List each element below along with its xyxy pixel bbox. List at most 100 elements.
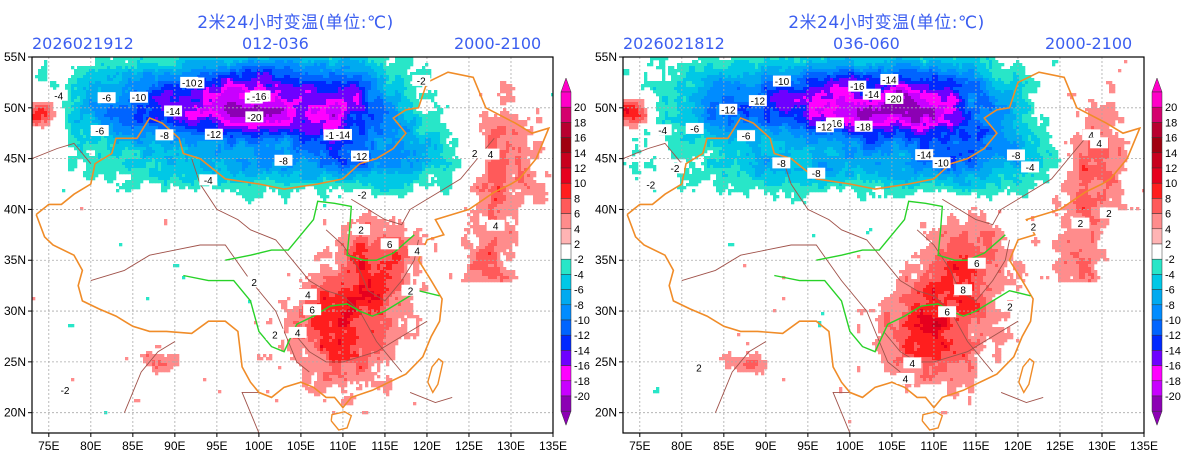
colorbar-segment	[1151, 213, 1163, 230]
colorbar-segment	[560, 106, 572, 123]
lon-tick-label: 85E	[122, 439, 143, 453]
lon-tick-label: 120E	[1004, 439, 1032, 453]
contour-label: -14	[166, 107, 181, 118]
lon-tick-label: 100E	[245, 439, 273, 453]
colorbar-segment	[1151, 274, 1163, 290]
colorbar-label: -20	[1165, 391, 1181, 403]
contour-label: -6	[742, 132, 751, 143]
map-frame	[622, 56, 1145, 434]
contour-label-bg	[49, 89, 68, 101]
contour-label-bg	[1024, 221, 1043, 233]
colorbar-segment	[560, 274, 572, 290]
colorbar-label: -12	[574, 330, 590, 342]
yellow-river	[225, 200, 415, 261]
colorbar-segment	[1151, 395, 1163, 412]
contour-label: -16	[325, 131, 340, 142]
contour-label: 2	[251, 278, 257, 289]
colorbar-label: 14	[574, 148, 586, 160]
colorbar-label: -6	[1165, 285, 1175, 297]
contour-label: 4	[1096, 139, 1102, 150]
map-panel-right: 2米24小时变温(单位:℃) 2026021812 036-060 2000-2…	[591, 0, 1182, 465]
contour-label: 4	[1088, 131, 1094, 142]
province-boundary	[883, 320, 1019, 363]
contour-label-bg	[825, 117, 844, 129]
contour-label-bg	[807, 167, 826, 179]
contour-label: 4	[414, 247, 420, 258]
colorbar-segment	[560, 258, 572, 275]
colorbar-label: -8	[574, 300, 584, 312]
contour-label: 2	[472, 149, 478, 160]
colorbar-segment	[1151, 258, 1163, 275]
colorbar: 20 18 16 14 12 10 8 6 4 2 -2 -4 -6 -8 -10 -12 -14 -16 -18 -…	[1151, 77, 1181, 426]
lat-tick-label: 40N	[4, 202, 26, 216]
contour-label: -8	[777, 159, 786, 170]
contour-label-bg	[380, 238, 399, 250]
contour-label: 2	[1031, 223, 1037, 234]
contour-label: 6	[387, 240, 393, 251]
lat-tick-label: 40N	[595, 202, 617, 216]
contour-label-bg	[903, 357, 922, 369]
contour-label: -4	[204, 176, 213, 187]
colorbar-segment	[1151, 91, 1163, 108]
contour-label-bg	[333, 128, 352, 140]
colorbar-segment	[560, 137, 572, 154]
province-boundary	[681, 244, 901, 373]
colorbar-label: -16	[574, 361, 590, 373]
shaded-field	[32, 57, 553, 415]
contour-label-bg	[685, 122, 704, 134]
contour-label-bg	[350, 150, 369, 162]
axis-ticks: 75E 80E 85E 90E 95E 100E 105E 110E 115E 120E 125E 1…	[4, 50, 567, 453]
lat-tick-label: 30N	[595, 304, 617, 318]
contour-label-bg	[97, 92, 116, 104]
colorbar-label: 10	[1165, 178, 1177, 190]
lon-tick-label: 125E	[455, 439, 483, 453]
contour-label: -10	[934, 159, 949, 170]
colorbar-label: 20	[574, 102, 586, 114]
province-boundary	[325, 229, 419, 302]
contour-label-bg	[772, 75, 791, 87]
contour-label: -8	[279, 156, 288, 167]
colorbar-segment	[1151, 106, 1163, 123]
lat-tick-label: 50N	[595, 101, 617, 115]
contour-label: -6	[102, 94, 111, 105]
contour-label-bg	[274, 154, 293, 166]
contour-label-bg	[1099, 207, 1118, 219]
contour-label: -4	[658, 126, 667, 137]
contour-label: -16	[252, 92, 267, 103]
province-boundary	[191, 158, 403, 373]
yangtze-river	[183, 274, 440, 353]
contour-label-bg	[401, 284, 420, 296]
colorbar-segment	[560, 395, 572, 412]
lat-tick-label: 50N	[4, 101, 26, 115]
contour-label: -12	[818, 123, 833, 134]
hainan-island	[921, 410, 944, 431]
lon-tick-label: 95E	[206, 439, 227, 453]
taiwan-island	[1018, 357, 1035, 394]
contour-label-bg	[1071, 217, 1090, 229]
lat-tick-label: 45N	[595, 152, 617, 166]
contour-label: -2	[417, 76, 426, 87]
colorbar-segment	[560, 243, 572, 260]
colorbar-segment	[1151, 243, 1163, 260]
contour-label-bg	[1090, 137, 1109, 149]
province-boundary	[714, 341, 767, 413]
colorbar-label: 10	[574, 178, 586, 190]
contour-label: -2	[671, 164, 680, 175]
contour-label: -10	[132, 93, 147, 104]
colorbar-segment	[1151, 334, 1163, 351]
contour-label-bg	[323, 129, 342, 141]
axis-ticks: 75E 80E 85E 90E 95E 100E 105E 110E 115E 120E 125E 1…	[595, 50, 1158, 453]
colorbar-label: -18	[1165, 376, 1181, 388]
contour-label-bg	[180, 76, 199, 88]
contour-label: 4	[488, 150, 494, 161]
province-boundary	[241, 391, 260, 433]
contour-label-bg	[298, 289, 317, 301]
contour-label-bg	[772, 157, 791, 169]
colorbar-label: -2	[574, 254, 584, 266]
contour-label-bg	[1000, 300, 1019, 312]
contour-label-bg	[303, 304, 322, 316]
colorbar-label: 4	[1165, 224, 1171, 236]
colorbar-segment	[560, 334, 572, 351]
contour-label-bg	[885, 92, 904, 104]
contour-label-bg	[854, 120, 873, 132]
